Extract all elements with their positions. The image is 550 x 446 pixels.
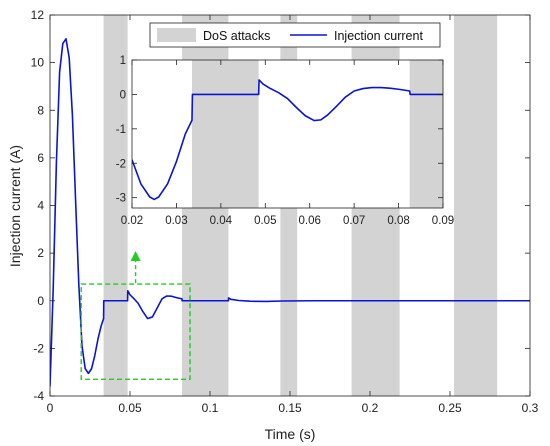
inset-plot: 0.02 0.03 0.04 0.05 0.06 0.07 0.08 0.09 -3 -2 -1 0 1	[116, 55, 454, 227]
main-ytick-label: -4	[33, 389, 44, 403]
legend-injection-label: Injection current	[334, 29, 423, 43]
zoom-highlight	[80, 251, 191, 381]
legend-dos-swatch	[157, 28, 196, 42]
inset-plot-area	[132, 60, 443, 208]
main-ytick-label: 8	[37, 103, 44, 117]
inset-dos-shading	[191, 60, 443, 208]
main-xtick-label: 0.3	[522, 401, 539, 415]
y-axis-label: Injection current (A)	[7, 145, 23, 267]
main-series-line-0	[50, 38, 530, 387]
main-ytick-label: 0	[37, 294, 44, 308]
main-dos-interval-4	[454, 15, 498, 396]
main-xtick-label: 0.2	[362, 401, 379, 415]
inset-xtick-label: 0.04	[210, 215, 233, 227]
main-ytick-label: 12	[31, 8, 45, 22]
inset-ytick-label: -3	[116, 193, 126, 205]
main-series	[50, 38, 530, 387]
inset-ytick-label: 0	[120, 89, 126, 101]
main-xtick-label: 0.15	[278, 401, 302, 415]
inset-ytick-label: 1	[120, 55, 126, 67]
inset-xtick-label: 0.05	[254, 215, 276, 227]
inset-series	[132, 79, 443, 201]
legend-dos-label: DoS attacks	[203, 29, 270, 43]
main-ytick-label: 4	[37, 199, 44, 213]
main-xtick-label: 0	[47, 401, 54, 415]
main-xtick-label: 0.05	[118, 401, 142, 415]
main-ytick-label: 2	[37, 246, 44, 260]
zoom-highlight-box	[80, 283, 191, 381]
inset-xtick-label: 0.06	[299, 215, 321, 227]
inset-ytick-label: -1	[116, 124, 126, 136]
zoom-arrow-head	[130, 251, 141, 261]
inset-xtick-label: 0.09	[432, 215, 454, 227]
inset-dos-interval-0	[191, 60, 259, 208]
inset-dos-interval-1	[409, 60, 443, 208]
main-xtick-label: 0.1	[202, 401, 219, 415]
inset-xtick-label: 0.02	[121, 215, 143, 227]
inset-axes-frame	[131, 59, 444, 209]
x-axis-label: Time (s)	[265, 426, 316, 442]
inset-xtick-label: 0.07	[343, 215, 365, 227]
inset-ytick-label: -2	[116, 158, 126, 170]
inset-xtick-label: 0.03	[165, 215, 187, 227]
inset-ticks: 0.02 0.03 0.04 0.05 0.06 0.07 0.08 0.09 -3 -2 -1 0 1	[116, 55, 454, 227]
inset-xtick-label: 0.08	[387, 215, 409, 227]
main-xtick-label: 0.25	[438, 401, 462, 415]
main-ytick-label: -2	[33, 341, 44, 355]
main-dos-interval-0	[103, 15, 128, 396]
legend: DoS attacks Injection current	[149, 22, 441, 48]
main-ytick-label: 10	[31, 56, 45, 70]
inset-series-line-0	[132, 79, 443, 201]
main-ytick-label: 6	[37, 151, 44, 165]
